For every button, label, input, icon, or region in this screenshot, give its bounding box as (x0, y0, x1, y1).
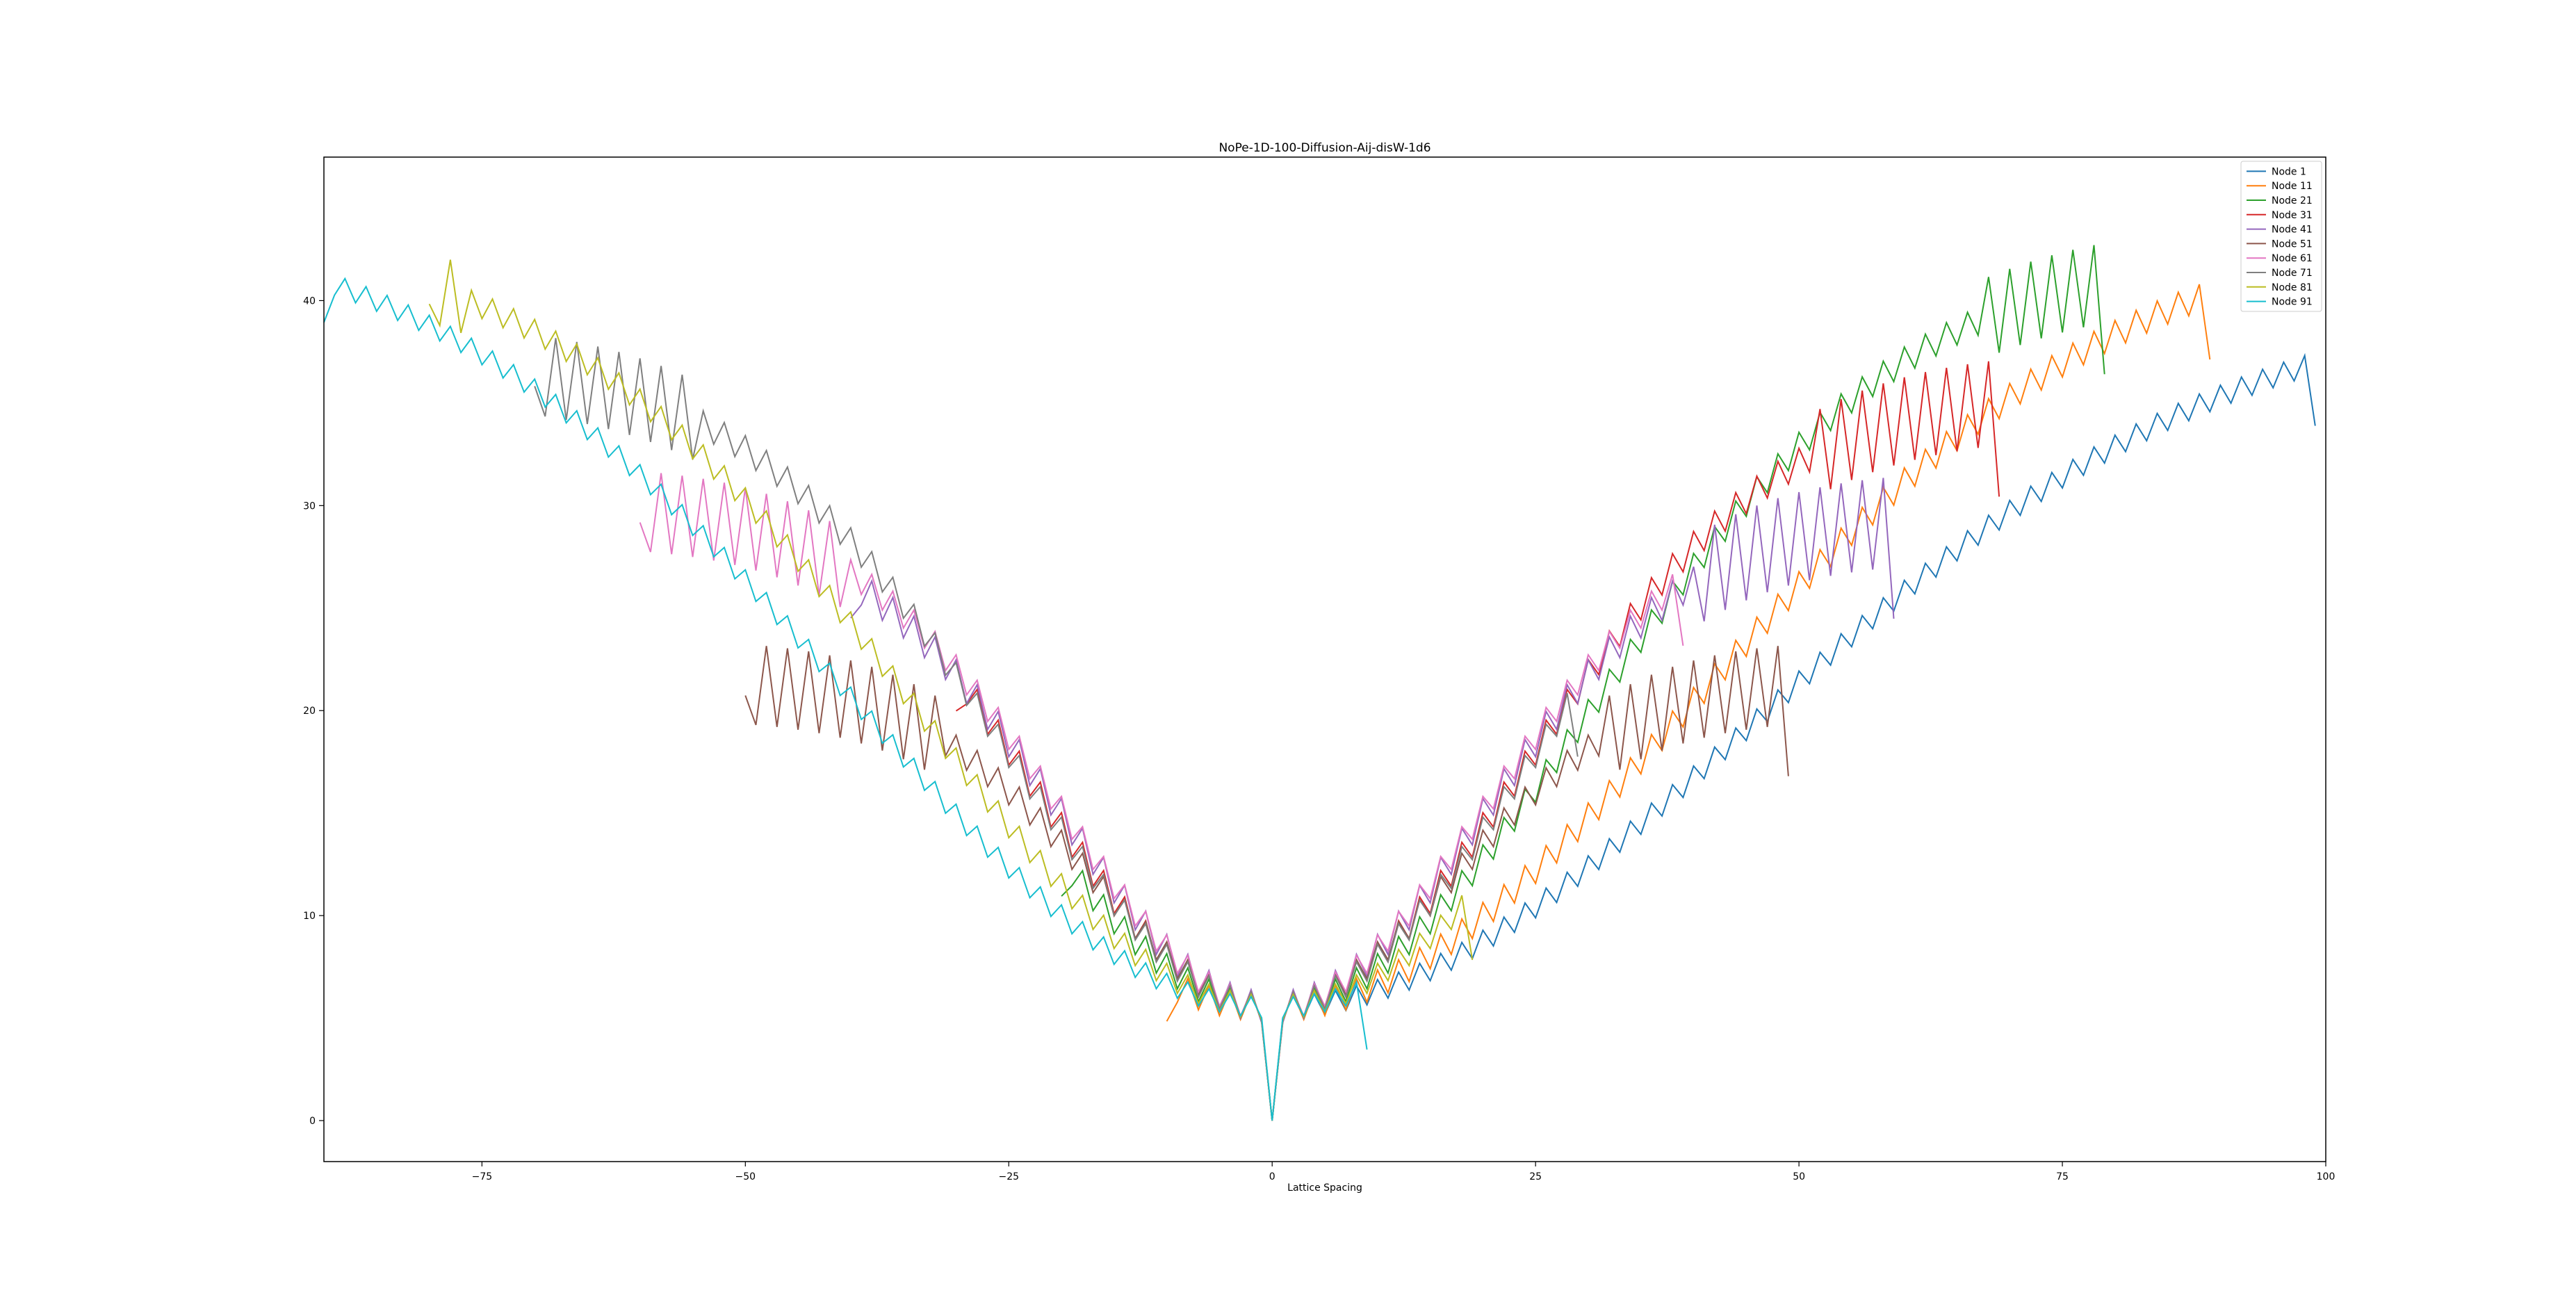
x-tick-label: −25 (998, 1171, 1019, 1182)
x-axis: −75 −50 −25 0 25 50 75 100 (472, 1162, 2335, 1182)
y-tick-label: 10 (303, 911, 316, 922)
x-tick-label: 25 (1529, 1171, 1542, 1182)
y-tick-label: 30 (303, 501, 316, 512)
series-line-1 (1271, 352, 2316, 1121)
legend-box (2240, 161, 2322, 312)
legend-label: Node 51 (2272, 238, 2313, 250)
x-tick-label: −50 (735, 1171, 756, 1182)
series-line-7 (639, 473, 1684, 1121)
series-line-8 (534, 338, 1579, 1121)
legend: Node 1 Node 11 Node 21 Node 31 Node 41 Node 5… (2240, 161, 2322, 312)
x-tick-label: −75 (472, 1171, 493, 1182)
series-line-4 (955, 361, 2000, 1121)
x-tick-label: 0 (1269, 1171, 1275, 1182)
series-line-6 (744, 646, 1789, 1121)
legend-label: Node 71 (2272, 268, 2313, 279)
legend-label: Node 1 (2272, 166, 2306, 177)
series-line-10 (323, 277, 1368, 1121)
y-axis: 0 10 20 30 40 (303, 295, 324, 1127)
legend-label: Node 11 (2272, 181, 2313, 192)
x-tick-label: 50 (1793, 1171, 1805, 1182)
chart-title: NoPe-1D-100-Diffusion-Aij-disW-1d6 (1218, 141, 1430, 155)
legend-label: Node 61 (2272, 253, 2313, 264)
legend-label: Node 81 (2272, 282, 2313, 293)
legend-label: Node 21 (2272, 195, 2313, 206)
y-tick-label: 0 (309, 1116, 316, 1127)
x-tick-label: 100 (2317, 1171, 2335, 1182)
y-tick-label: 20 (303, 706, 316, 717)
x-tick-label: 75 (2056, 1171, 2069, 1182)
x-axis-label: Lattice Spacing (1287, 1182, 1362, 1194)
legend-label: Node 31 (2272, 210, 2313, 221)
series-layer (323, 245, 2316, 1121)
legend-label: Node 41 (2272, 225, 2313, 236)
plot-frame (323, 156, 2326, 1162)
y-tick-label: 40 (303, 295, 316, 307)
legend-label: Node 91 (2272, 297, 2313, 308)
